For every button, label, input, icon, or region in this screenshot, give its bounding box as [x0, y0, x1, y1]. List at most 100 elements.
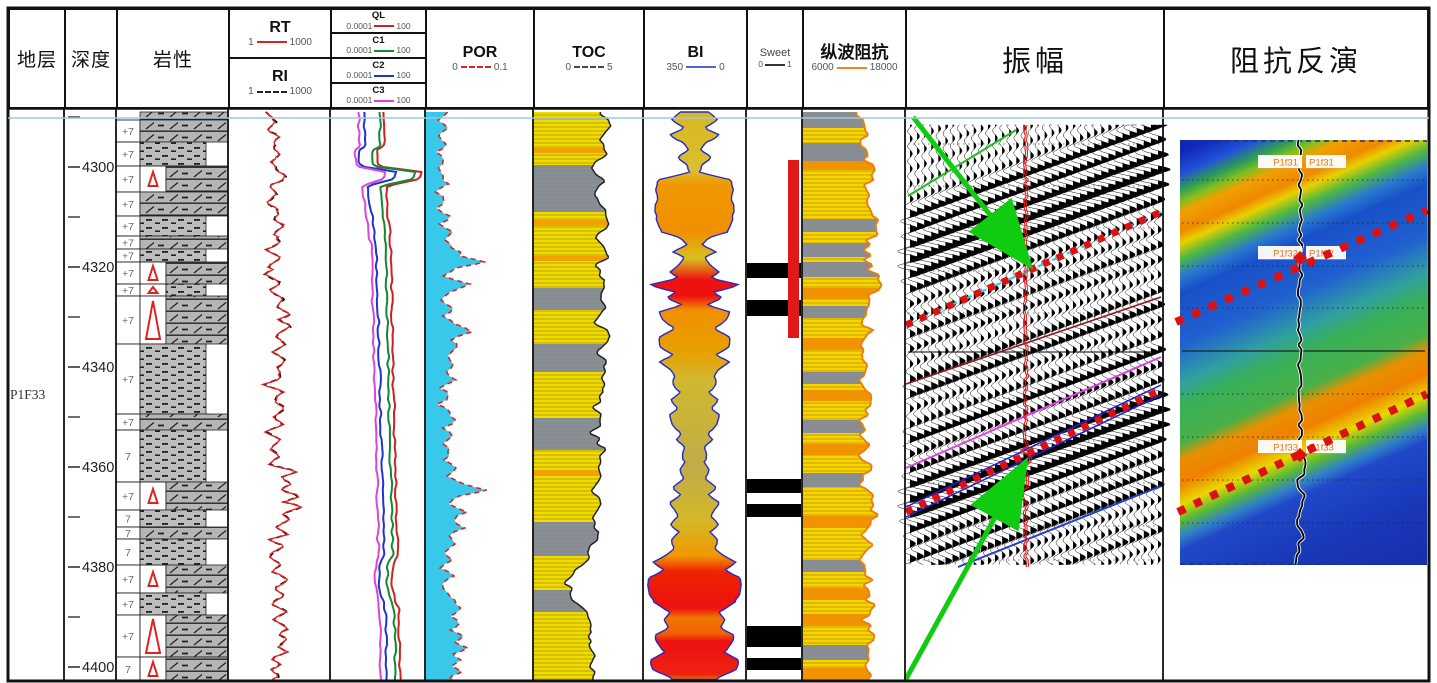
sweet-pay-bar [747, 658, 801, 670]
horizon2-red-dots [904, 386, 1163, 516]
marker-label-right: P1f32 [1309, 249, 1334, 260]
lithology-pattern-block [139, 526, 229, 540]
lithology-pattern-block [139, 248, 207, 263]
lithology-pattern-block [165, 283, 207, 297]
por-scale-left: 0 [452, 61, 458, 73]
well-horizon-pick-mark [1292, 250, 1308, 266]
volcanic-triangle-symbol [144, 618, 162, 654]
lithology-pattern-block [165, 165, 229, 193]
toc-legend-line [574, 66, 604, 68]
lithology-code-label: 7 [125, 451, 131, 463]
blue-horizon-line [957, 485, 1162, 568]
lithology-pattern-block [139, 538, 207, 566]
darkred-horizon-line [905, 296, 1162, 385]
lithology-code-label: +7 [122, 599, 134, 611]
impedance-scale-left: 6000 [811, 62, 834, 73]
c3-scale-right: 100 [396, 95, 411, 106]
lithology-pattern-block [139, 119, 229, 143]
gas-curve-c3 [353, 111, 386, 680]
formation-name-label: P1F33 [10, 387, 46, 402]
impedance-curve [855, 111, 883, 681]
well-trace-black [1294, 139, 1307, 565]
lithology-pattern-block [139, 509, 207, 528]
magenta-horizon-line [905, 356, 1162, 469]
lithology-code-label: +7 [122, 374, 134, 386]
c1-scale-right: 100 [396, 45, 411, 56]
lithology-pattern-block [165, 261, 229, 285]
lithology-pattern-block [139, 111, 229, 121]
volcanic-triangle-symbol [147, 262, 159, 281]
c1-legend-line [374, 49, 395, 52]
por-legend-line [460, 66, 491, 68]
header-toc: TOC 0 5 [533, 8, 645, 109]
gas-curve-c1 [371, 111, 417, 680]
marker-label-left: P1f32 [1273, 249, 1298, 260]
header-depth: 深度 [64, 8, 118, 109]
lithology-pattern-block [139, 413, 229, 431]
horizon1-red-dots [904, 208, 1163, 329]
lithology-pattern-block [139, 215, 207, 237]
lithology-header-label: 岩性 [152, 50, 193, 71]
por-curve [433, 111, 487, 681]
c2-scale-right: 100 [396, 70, 411, 81]
header-ri: RI 1 1000 [228, 57, 332, 109]
depth-label: 4400 [82, 660, 114, 676]
rt-scale-right: 1000 [289, 36, 312, 48]
marker-label-right: P1f33 [1309, 443, 1334, 454]
volcanic-triangle-symbol [147, 658, 159, 677]
header-rt: RT 1 1000 [228, 8, 332, 59]
bi-scale-left: 350 [666, 61, 684, 73]
header-formation: 地层 [8, 8, 66, 109]
lithology-code-label: 7 [125, 514, 131, 526]
header-por: POR 0 0.1 [425, 8, 535, 109]
lithology-pattern-block [139, 343, 207, 415]
toc-scale-left: 0 [565, 61, 571, 73]
por-curve-name: POR [462, 43, 498, 61]
lithology-code-label: +7 [122, 221, 134, 233]
toc-curve-name: TOC [572, 43, 606, 61]
green-horizon-line [907, 129, 1017, 197]
marker-label-right: P1f31 [1309, 158, 1334, 169]
lithology-code-label: +7 [122, 631, 134, 643]
lithology-pattern-block [139, 191, 229, 217]
volcanic-triangle-symbol [144, 300, 162, 340]
horizon2-blue-flank [905, 394, 1162, 518]
amplitude-seismic-panel [896, 115, 1171, 681]
sweet-legend-line [765, 63, 785, 66]
rt-curve [260, 111, 304, 681]
c2-curve-name: C2 [372, 59, 385, 71]
c3-curve-name: C3 [372, 84, 385, 96]
lithology-code-label: +7 [122, 574, 134, 586]
header-c1: C1 0.0001 100 [330, 32, 427, 59]
header-inversion: 阻抗反演 [1163, 8, 1429, 109]
depth-label: 4300 [82, 160, 114, 176]
bi-legend-line [686, 66, 717, 68]
bi-scale-right: 0 [719, 61, 725, 73]
rt-curve-name: RT [269, 18, 291, 36]
lithology-pattern-block [165, 656, 229, 682]
lithology-pattern-block [165, 614, 229, 658]
depth-label: 4360 [82, 460, 114, 476]
lithology-pattern-block [139, 141, 207, 167]
header-impedance: 纵波阻抗 6000 18000 [802, 8, 907, 109]
depth-label: 4380 [82, 560, 114, 576]
horizon2-blue-flank [905, 384, 1162, 508]
lithology-code-label: +7 [122, 251, 134, 263]
sweet-pay-bar [747, 626, 801, 647]
sweet-red-interval-bar [788, 160, 799, 338]
lithology-code-label: +7 [122, 126, 134, 138]
lithology-pattern-block [165, 481, 229, 511]
marker-label-left: P1f33 [1273, 443, 1298, 454]
lithology-code-label: 7 [125, 547, 131, 559]
inversion-color-panel: P1f31 P1f31 P1f32 P1f32 P1f33 P1f33 [1174, 139, 1429, 565]
well-horizon-pick-mark [1292, 447, 1308, 463]
green-annotation-arrow-1 [911, 115, 1034, 270]
rt-scale-left: 1 [248, 36, 254, 48]
toc-fill-area [533, 112, 611, 681]
c1-scale-left: 0.0001 [346, 45, 373, 56]
sweet-pay-bar [747, 479, 801, 493]
volcanic-triangle-symbol [146, 285, 160, 294]
formation-header-label: 地层 [16, 50, 57, 71]
lithology-pattern-block [139, 592, 207, 616]
ql-scale-right: 100 [396, 20, 411, 31]
